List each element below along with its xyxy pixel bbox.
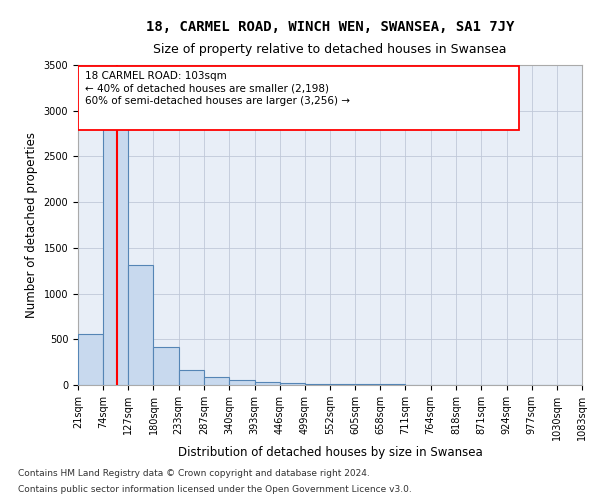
Text: 60% of semi-detached houses are larger (3,256) →: 60% of semi-detached houses are larger (… — [85, 96, 350, 106]
Text: Contains HM Land Registry data © Crown copyright and database right 2024.: Contains HM Land Registry data © Crown c… — [18, 468, 370, 477]
Bar — [229, 380, 254, 385]
Bar — [78, 334, 103, 385]
Bar — [254, 382, 280, 385]
Text: ← 40% of detached houses are smaller (2,198): ← 40% of detached houses are smaller (2,… — [85, 84, 329, 94]
Bar — [305, 384, 330, 385]
Bar — [103, 110, 128, 385]
Bar — [128, 265, 154, 385]
Text: Contains public sector information licensed under the Open Government Licence v3: Contains public sector information licen… — [18, 485, 412, 494]
Bar — [179, 370, 204, 385]
Y-axis label: Number of detached properties: Number of detached properties — [25, 132, 38, 318]
FancyBboxPatch shape — [78, 66, 519, 130]
Bar — [280, 382, 305, 385]
Bar — [355, 384, 380, 385]
Text: Size of property relative to detached houses in Swansea: Size of property relative to detached ho… — [153, 42, 507, 56]
Bar — [204, 377, 229, 385]
Text: 18, CARMEL ROAD, WINCH WEN, SWANSEA, SA1 7JY: 18, CARMEL ROAD, WINCH WEN, SWANSEA, SA1… — [146, 20, 514, 34]
Bar — [154, 346, 179, 385]
Bar — [380, 384, 406, 385]
X-axis label: Distribution of detached houses by size in Swansea: Distribution of detached houses by size … — [178, 446, 482, 458]
Bar — [330, 384, 355, 385]
Text: 18 CARMEL ROAD: 103sqm: 18 CARMEL ROAD: 103sqm — [85, 72, 227, 82]
